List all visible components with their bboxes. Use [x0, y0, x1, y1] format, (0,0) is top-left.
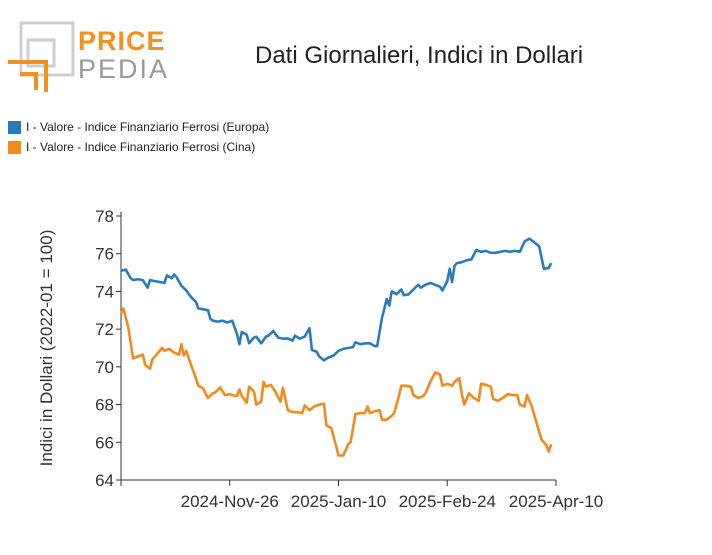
legend-item-cina[interactable]: I - Valore - Indice Finanziario Ferrosi … — [8, 140, 255, 154]
x-tick-label: 2024-Nov-26 — [181, 492, 279, 511]
x-tick-label: 2025-Jan-10 — [291, 492, 386, 511]
y-tick-label: 68 — [95, 396, 114, 415]
pricepedia-logo: PRICE PEDIA — [8, 18, 168, 98]
series-line-europa — [120, 237, 553, 362]
y-tick-label: 64 — [95, 471, 114, 490]
legend-item-europa[interactable]: I - Valore - Indice Finanziario Ferrosi … — [8, 120, 269, 134]
x-tick-label: 2025-Feb-24 — [399, 492, 496, 511]
logo-word-price: PRICE — [78, 26, 166, 56]
series-line-cina — [119, 307, 553, 457]
y-axis-label: Indici in Dollari (2022-01 = 100) — [37, 230, 56, 467]
y-tick-label: 70 — [95, 358, 114, 377]
legend-label-cina: I - Valore - Indice Finanziario Ferrosi … — [26, 140, 256, 154]
legend-swatch-cina — [8, 140, 21, 154]
y-tick-label: 74 — [95, 282, 114, 301]
legend-swatch-europa — [8, 120, 21, 134]
legend-label-europa: I - Valore - Indice Finanziario Ferrosi … — [26, 120, 270, 134]
y-tick-label: 78 — [95, 207, 114, 226]
logo-mark-icon — [8, 21, 75, 92]
y-tick-label: 76 — [95, 245, 114, 264]
y-tick-label: 66 — [95, 433, 114, 452]
y-tick-label: 72 — [95, 320, 114, 339]
chart-title: Dati Giornalieri, Indici in Dollari — [255, 42, 584, 69]
logo-word-pedia: PEDIA — [78, 54, 170, 84]
x-tick-label: 2025-Apr-10 — [509, 492, 604, 511]
